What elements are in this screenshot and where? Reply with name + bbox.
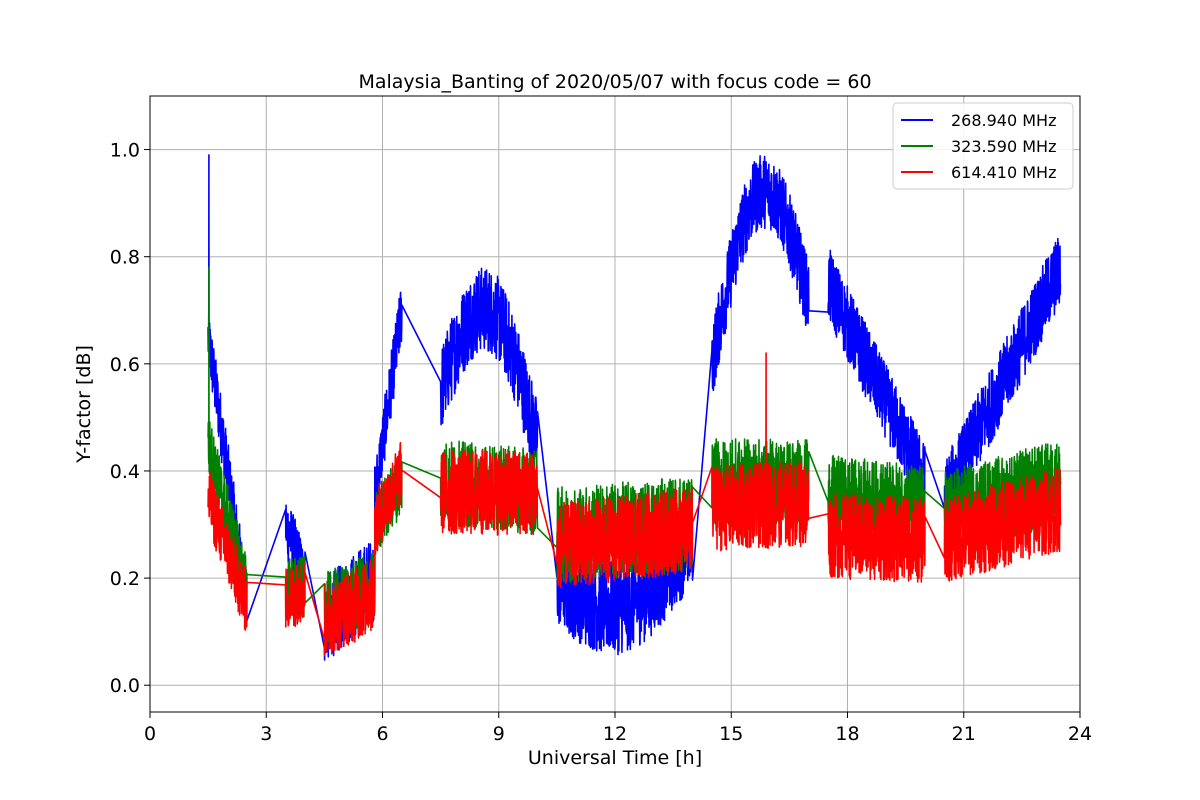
x-tick-label: 18 [835,723,859,745]
axis-ticks: 0 3 6 9 12 15 18 21 24 0.0 0.2 0.4 0.6 0.8 1.0 [110,140,1092,745]
x-tick-label: 6 [376,723,388,745]
series-layer [207,154,1062,661]
x-tick-label: 21 [952,723,976,745]
legend-label-1: 323.590 MHz [951,137,1056,156]
x-tick-label: 0 [144,723,156,745]
y-tick-label: 0.8 [110,247,140,269]
x-tick-label: 9 [493,723,505,745]
legend-label-0: 268.940 MHz [951,111,1056,130]
y-tick-label: 0.6 [110,354,140,376]
y-axis-label: Y-factor [dB] [73,345,95,464]
legend-label-2: 614.410 MHz [951,163,1056,182]
y-tick-label: 1.0 [110,140,140,162]
y-tick-label: 0.0 [110,675,140,697]
x-axis-label: Universal Time [h] [528,747,702,769]
x-tick-label: 15 [719,723,743,745]
chart-title: Malaysia_Banting of 2020/05/07 with focu… [358,71,871,93]
legend: 268.940 MHz 323.590 MHz 614.410 MHz [892,102,1074,190]
x-tick-label: 24 [1068,723,1092,745]
y-tick-label: 0.2 [110,568,140,590]
y-tick-label: 0.4 [110,461,140,483]
legend-box [892,102,1074,190]
x-tick-label: 12 [603,723,627,745]
series-line-2 [207,352,1062,657]
x-tick-label: 3 [260,723,272,745]
